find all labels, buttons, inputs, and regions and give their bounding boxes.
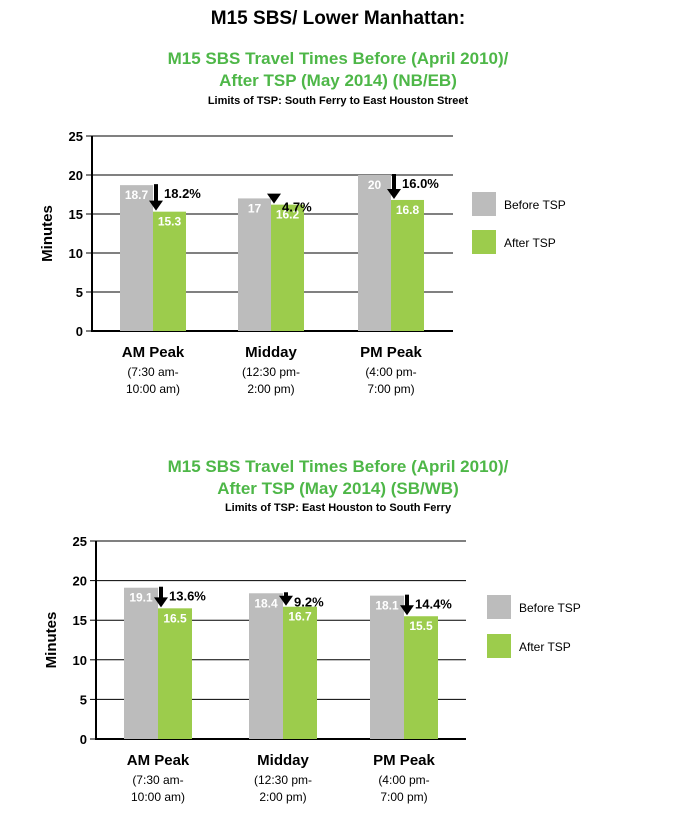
legend-swatch-after [472,230,496,254]
bar-after-tsp-label: 16.5 [163,611,187,625]
y-tick-label: 15 [69,207,83,222]
x-category-sublabel: (7:30 am- [127,365,178,379]
y-tick-label: 20 [69,168,83,183]
y-tick-label: 10 [73,653,87,668]
chart-1-nb-eb: 0 5 10 15 20 25 Minutes 18.7 15.3 18.2% AM Peak (7:… [39,129,566,396]
change-arrow-head [387,188,401,199]
bar-after-tsp [391,199,424,331]
y-axis-label: Minutes [43,612,60,669]
bar-before-tsp-label: 19.1 [129,591,153,605]
change-arrow-head [149,200,163,211]
bar-before-tsp-label: 18.4 [254,596,278,610]
bar-after-tsp [153,211,186,331]
bar-after-tsp-label: 15.3 [158,215,182,229]
bar-after-tsp [158,608,192,739]
bar-before-tsp [238,198,271,331]
percent-change-label: 4.7% [282,199,312,214]
bar-after-tsp [271,204,304,331]
x-category-sublabel: (12:30 pm- [242,365,300,379]
chart-2-sb-wb: 0 5 10 15 20 25 Minutes 19.1 16.5 13.6% AM Peak (7:… [43,534,581,804]
x-category-label: Midday [245,344,297,361]
y-tick-label: 5 [80,692,87,707]
change-arrow-head [267,193,281,204]
chart-2-subtitle: Limits of TSP: East Houston to South Fer… [224,502,452,514]
x-category-sublabel: (12:30 pm- [254,773,312,787]
bar-before-tsp [370,595,404,739]
y-tick-label: 25 [69,129,83,144]
bar-after-tsp-label: 16.8 [396,203,420,217]
x-category-sublabel: 7:00 pm) [367,382,414,396]
x-category-sublabel: 2:00 pm) [247,382,294,396]
percent-change-label: 13.6% [169,589,206,604]
x-category-sublabel: 10:00 am) [126,382,180,396]
legend-swatch-after [487,634,511,658]
bar-before-tsp [249,593,283,739]
bar-after-tsp [404,616,438,739]
bar-before-tsp [120,185,153,331]
x-category-sublabel: 2:00 pm) [259,790,306,804]
x-category-label: AM Peak [122,344,185,361]
legend-label-after: After TSP [504,236,556,250]
legend-label-before: Before TSP [519,601,581,615]
y-tick-label: 5 [76,285,83,300]
percent-change-label: 9.2% [294,594,324,609]
x-category-sublabel: (7:30 am- [132,773,183,787]
change-arrow-head [400,605,414,616]
chart-1-title-line-2: After TSP (May 2014) (NB/EB) [219,71,457,90]
chart-2-title-line-1: M15 SBS Travel Times Before (April 2010)… [167,457,509,476]
x-category-label: PM Peak [360,344,422,361]
bar-before-tsp-label: 17 [248,201,262,215]
y-tick-label: 10 [69,246,83,261]
chart-2-title-line-2: After TSP (May 2014) (SB/WB) [217,479,459,498]
x-category-label: PM Peak [373,752,435,769]
legend-swatch-before [472,192,496,216]
y-tick-label: 0 [80,732,87,747]
percent-change-label: 14.4% [415,597,452,612]
page-title: M15 SBS/ Lower Manhattan: [210,8,466,29]
chart-1-subtitle: Limits of TSP: South Ferry to East Houst… [207,95,469,107]
y-tick-label: 15 [73,613,87,628]
bar-after-tsp-label: 15.5 [409,619,433,633]
legend-label-before: Before TSP [504,198,566,212]
y-tick-label: 20 [73,574,87,589]
bar-after-tsp-label: 16.2 [276,208,300,222]
change-arrow-head [279,595,293,606]
x-category-sublabel: 10:00 am) [131,790,185,804]
y-tick-label: 0 [76,324,83,339]
x-category-sublabel: (4:00 pm- [378,773,429,787]
bar-after-tsp-label: 16.7 [288,610,312,624]
y-axis-label: Minutes [39,205,56,262]
percent-change-label: 16.0% [402,176,439,191]
y-tick-label: 25 [73,534,87,549]
x-category-label: Midday [257,752,309,769]
bar-before-tsp-label: 18.1 [375,599,399,613]
bar-before-tsp [358,175,391,331]
legend-label-after: After TSP [519,640,571,654]
x-category-sublabel: 7:00 pm) [380,790,427,804]
x-category-label: AM Peak [127,752,190,769]
change-arrow-head [154,597,168,608]
percent-change-label: 18.2% [164,186,201,201]
bar-before-tsp-label: 18.7 [125,188,149,202]
x-category-sublabel: (4:00 pm- [365,365,416,379]
legend-swatch-before [487,595,511,619]
bar-before-tsp [124,587,158,739]
bar-after-tsp [283,606,317,739]
bar-before-tsp-label: 20 [368,178,382,192]
chart-1-title-line-1: M15 SBS Travel Times Before (April 2010)… [167,49,509,68]
